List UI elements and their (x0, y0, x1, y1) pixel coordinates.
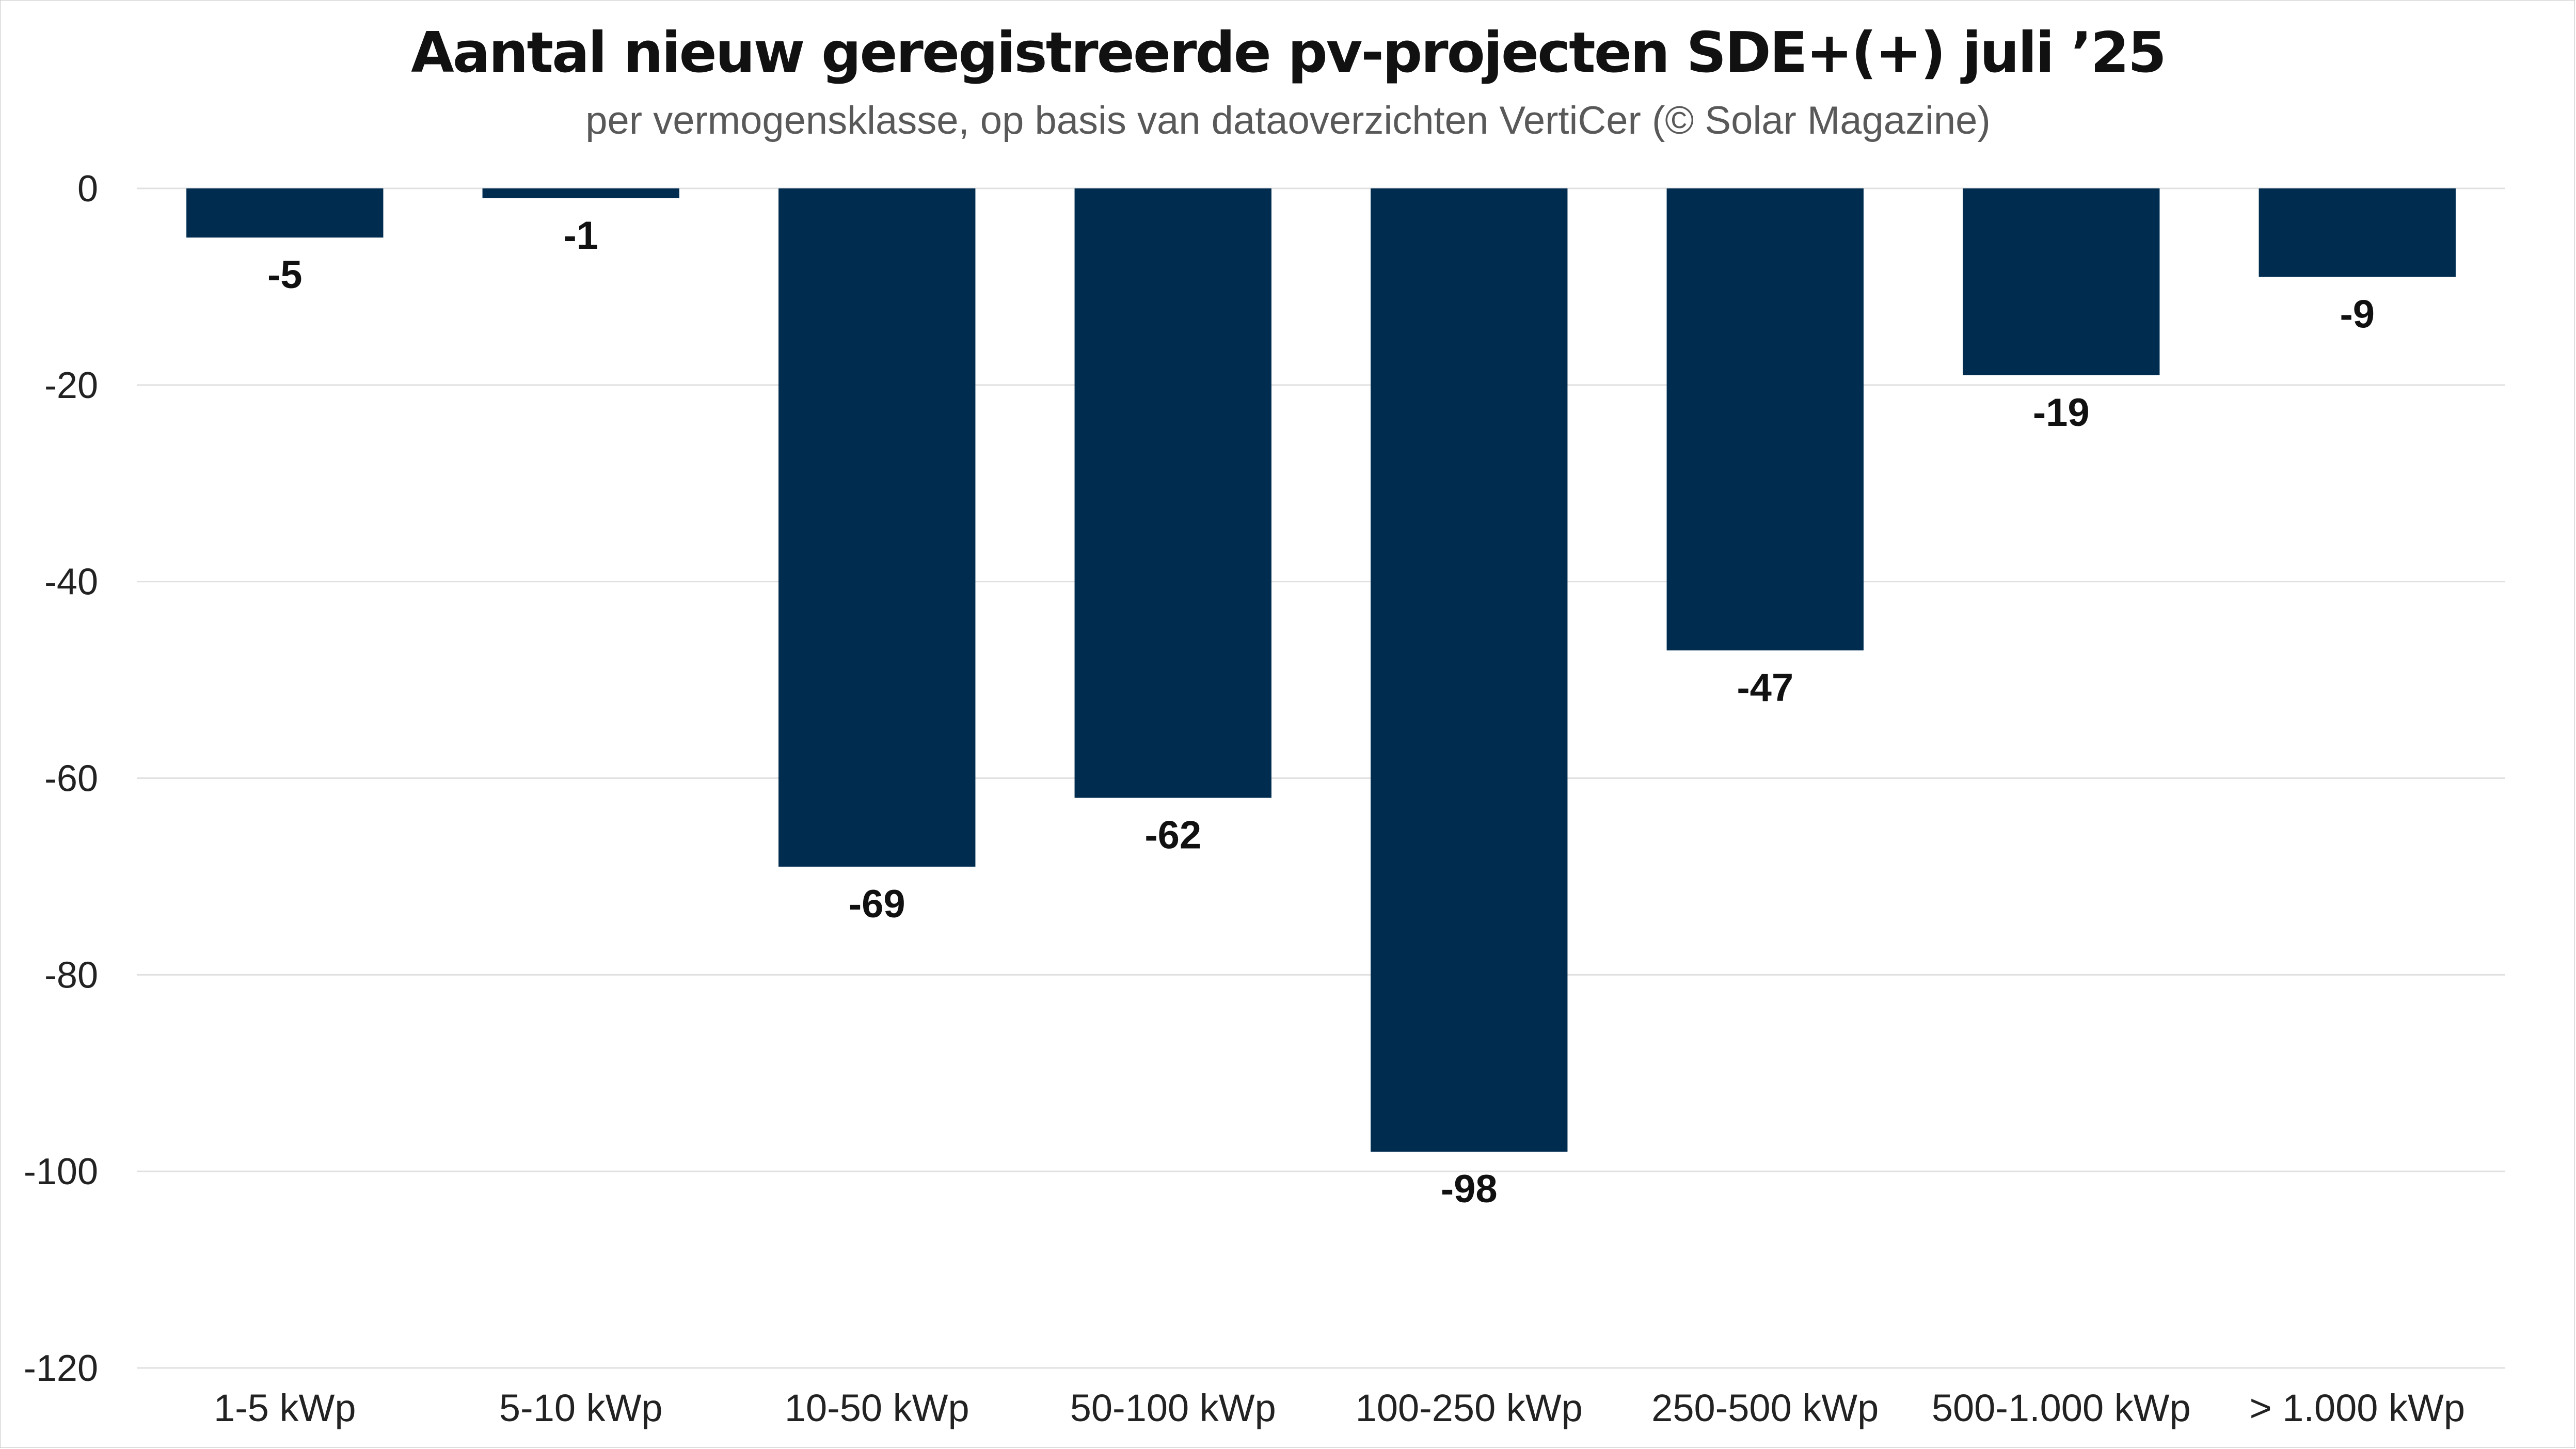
chart-title: Aantal nieuw geregistreerde pv-projecten… (411, 21, 2167, 85)
y-tick-label: -60 (44, 758, 98, 800)
bar (1074, 188, 1271, 798)
y-tick-label: 0 (77, 168, 98, 210)
y-tick-label: -120 (24, 1348, 98, 1389)
y-tick-label: -80 (44, 954, 98, 996)
data-label: -69 (849, 882, 905, 926)
data-label: -62 (1144, 814, 1201, 857)
bar (186, 188, 384, 238)
bar (1371, 188, 1568, 1152)
category-label: 5-10 kWp (499, 1387, 663, 1429)
x-axis-categories: 1-5 kWp 5-10 kWp 10-50 kWp 50-100 kWp 100-25… (214, 1387, 2465, 1429)
bar (2259, 188, 2456, 277)
gridlines (137, 187, 2505, 1369)
category-label: > 1.000 kWp (2249, 1387, 2465, 1429)
bar (482, 188, 679, 199)
bar (778, 188, 976, 867)
category-label: 500-1.000 kWp (1932, 1387, 2191, 1429)
category-label: 10-50 kWp (785, 1387, 969, 1429)
data-label: -19 (2033, 391, 2090, 435)
y-tick-label: -100 (24, 1151, 98, 1192)
bar (1666, 188, 1864, 650)
data-label: -1 (563, 214, 598, 258)
category-label: 250-500 kWp (1651, 1387, 1879, 1429)
category-label: 1-5 kWp (214, 1387, 356, 1429)
data-label: -47 (1737, 666, 1793, 710)
data-label: -9 (2340, 292, 2375, 336)
category-label: 100-250 kWp (1356, 1387, 1583, 1429)
data-label: -5 (267, 253, 303, 297)
bar (1963, 188, 2160, 375)
y-axis-ticks: 0 -20 -40 -60 -80 -100 -120 (24, 168, 98, 1389)
bars (186, 188, 2456, 1152)
y-tick-label: -20 (44, 365, 98, 406)
category-label: 50-100 kWp (1070, 1387, 1276, 1429)
chart-subtitle: per vermogensklasse, op basis van dataov… (585, 99, 1991, 142)
data-label: -98 (1441, 1167, 1498, 1211)
data-labels: -5 -1 -69 -62 -98 -47 -19 -9 (267, 214, 2375, 1211)
y-tick-label: -40 (44, 562, 98, 603)
